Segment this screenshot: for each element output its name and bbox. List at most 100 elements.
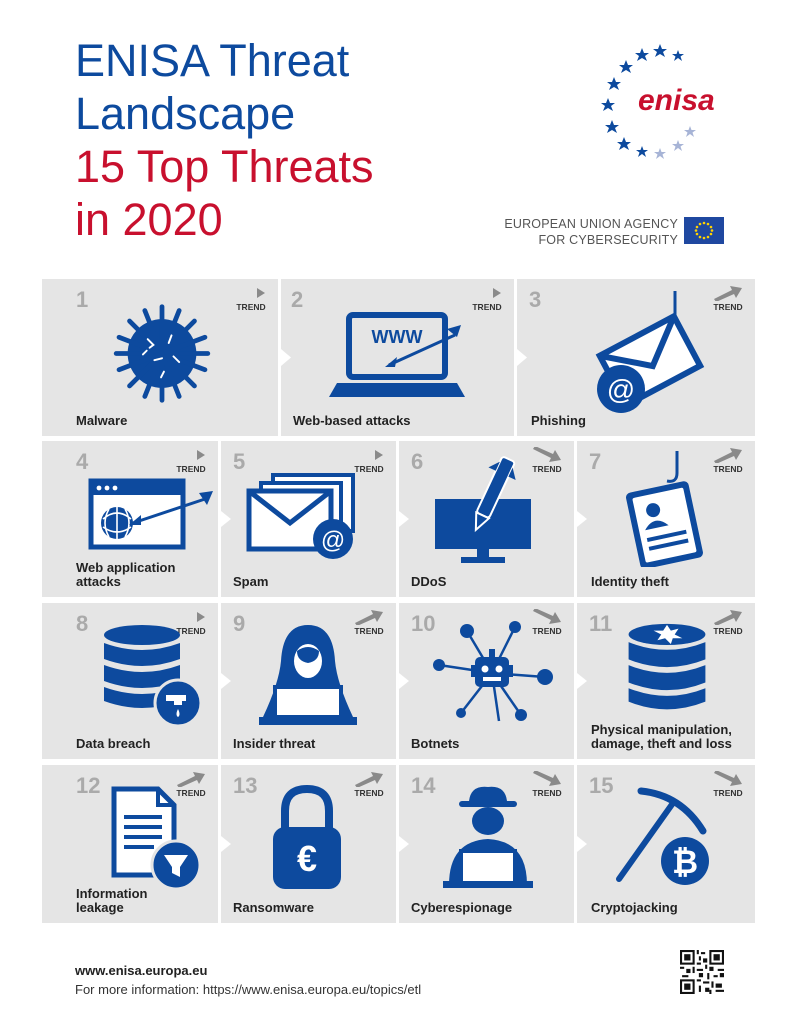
database-broken-icon xyxy=(628,623,706,710)
trend-flat-icon xyxy=(355,450,383,460)
threat-tile-11: 11 TREND Physical manipulation, damage, … xyxy=(577,603,755,759)
trend-label: TREND xyxy=(176,626,206,636)
tile-notch xyxy=(399,673,409,689)
trend-label: TREND xyxy=(472,302,502,312)
trend-down-icon xyxy=(533,771,561,786)
tile-notch xyxy=(577,511,587,527)
title-line-3: 15 Top Threats xyxy=(75,141,374,192)
trend-label: TREND xyxy=(236,302,266,312)
tile-notch xyxy=(517,349,527,366)
threat-number: 13 xyxy=(233,773,258,798)
trend-up-icon xyxy=(714,610,742,625)
qr-code-icon xyxy=(680,950,724,994)
threat-label: Cyberespionage xyxy=(411,900,513,915)
pickaxe-bitcoin-icon: ₿ xyxy=(616,787,709,885)
trend-up-icon xyxy=(355,772,383,787)
threat-number: 2 xyxy=(291,287,304,312)
trend-indicator: TREND xyxy=(711,771,745,798)
trend-flat-icon xyxy=(177,612,205,622)
trend-label: TREND xyxy=(713,626,743,636)
threat-label: Information leakage xyxy=(76,886,148,915)
threat-number: 7 xyxy=(589,449,602,474)
threat-tile-1: 1 TREND Malware xyxy=(42,279,278,436)
svg-text:₿: ₿ xyxy=(672,844,698,880)
virus-icon xyxy=(113,304,211,403)
threat-label: Identity theft xyxy=(591,574,669,589)
trend-label: TREND xyxy=(532,626,562,636)
threat-label: Ransomware xyxy=(233,900,314,915)
laptop-www-icon: WWW xyxy=(329,312,465,397)
threat-label: Malware xyxy=(76,413,128,428)
trend-flat-icon xyxy=(177,450,205,460)
trend-label: TREND xyxy=(176,788,206,798)
title-line-4: in 2020 xyxy=(75,194,223,245)
trend-up-icon xyxy=(355,610,383,625)
trend-indicator: TREND xyxy=(711,609,745,636)
threat-number: 5 xyxy=(233,449,246,474)
trend-down-icon xyxy=(714,771,742,786)
svg-text:WWW: WWW xyxy=(372,327,423,347)
title-line-1: ENISA Threat xyxy=(75,35,350,86)
trend-label: TREND xyxy=(354,464,384,474)
threat-label: Cryptojacking xyxy=(591,900,678,915)
trend-label: TREND xyxy=(176,464,206,474)
tile-notch xyxy=(399,511,409,527)
threat-tile-2: 2 TREND WWW Web-based attacks xyxy=(281,279,514,436)
threat-number: 11 xyxy=(589,611,613,636)
threat-number: 15 xyxy=(589,773,614,798)
trend-label: TREND xyxy=(713,464,743,474)
padlock-euro-icon: € xyxy=(273,784,341,889)
tile-notch xyxy=(221,836,231,852)
trend-indicator: TREND xyxy=(352,447,386,474)
logo-text: enisa xyxy=(638,84,715,117)
threat-label: Botnets xyxy=(411,736,460,751)
trend-indicator: TREND xyxy=(352,771,386,798)
threat-label: DDoS xyxy=(411,574,447,589)
trend-up-icon xyxy=(714,286,742,301)
trend-label: TREND xyxy=(354,788,384,798)
trend-label: TREND xyxy=(354,626,384,636)
tile-notch xyxy=(221,511,231,527)
trend-up-icon xyxy=(177,772,205,787)
threat-label: Phishing xyxy=(531,413,586,428)
trend-label: TREND xyxy=(713,788,743,798)
trend-indicator: TREND xyxy=(711,447,745,474)
database-leak-icon xyxy=(104,625,203,728)
agency-name: EUROPEAN UNION AGENCY FOR CYBERSECURITY xyxy=(470,216,678,248)
trend-label: TREND xyxy=(532,464,562,474)
threat-label: Physical manipulation, damage, theft and… xyxy=(591,722,732,751)
trend-indicator: TREND xyxy=(530,447,564,474)
threat-tile-6: 6 TREND DDoS xyxy=(399,441,574,597)
trend-indicator: TREND xyxy=(530,771,564,798)
footer-website-link[interactable]: www.enisa.europa.eu xyxy=(75,963,208,978)
tile-notch xyxy=(221,673,231,689)
enisa-logo: enisa xyxy=(601,44,715,159)
threat-tile-9: 9 TREND Insider threat xyxy=(221,603,396,759)
spam-envelopes-icon: @ xyxy=(246,473,355,559)
page-title: ENISA Threat Landscape 15 Top Threats in… xyxy=(75,34,374,246)
threat-label: Web-based attacks xyxy=(293,413,411,428)
tile-notch xyxy=(281,349,291,366)
trend-indicator: TREND xyxy=(174,771,208,798)
trend-label: TREND xyxy=(532,788,562,798)
trend-flat-icon xyxy=(473,288,501,298)
threat-tile-13: 13 TREND € Ransomware xyxy=(221,765,396,923)
title-line-2: Landscape xyxy=(75,88,296,139)
threat-label: Insider threat xyxy=(233,736,316,751)
threat-tile-12: 12 TREND Information leakage xyxy=(42,765,218,923)
threat-tile-15: 15 TREND ₿ Cryptojacking xyxy=(577,765,755,923)
tile-notch xyxy=(399,836,409,852)
spy-laptop-icon xyxy=(443,786,533,888)
trend-flat-icon xyxy=(237,288,265,298)
threat-tile-8: 8 TREND Data breach xyxy=(42,603,218,759)
phishing-hook-icon: @ xyxy=(595,291,705,413)
threat-tile-3: 3 TREND @ Phishing xyxy=(517,279,755,436)
trend-indicator: TREND xyxy=(234,285,268,312)
threat-tile-14: 14 TREND Cyberespionage xyxy=(399,765,574,923)
trend-down-icon xyxy=(533,447,561,462)
trend-indicator: TREND xyxy=(711,285,745,312)
id-card-hook-icon xyxy=(626,451,703,567)
trend-indicator: TREND xyxy=(470,285,504,312)
threat-tile-10: 10 TREND Botnets xyxy=(399,603,574,759)
threat-number: 12 xyxy=(76,773,101,798)
